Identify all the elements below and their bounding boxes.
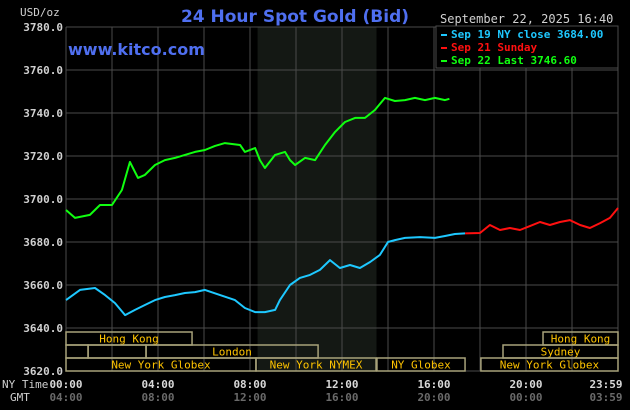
y-axis-label: USD/oz: [20, 6, 60, 19]
y-tick-label: 3700.0: [23, 193, 63, 206]
y-tick-label: 3780.0: [23, 21, 63, 34]
x-tick-ny: 23:59: [589, 378, 622, 391]
y-tick-label: 3680.0: [23, 236, 63, 249]
series-line-2: [65, 96, 450, 219]
series-line-0: [65, 232, 466, 317]
x-tick-gmt: 04:00: [49, 391, 82, 404]
session-label: Sydney: [541, 346, 581, 359]
x-tick-gmt: 00:00: [509, 391, 542, 404]
series-line-1: [465, 207, 619, 235]
y-tick-label: 3720.0: [23, 150, 63, 163]
session-label: Hong Kong: [551, 333, 611, 346]
session-label: New York Globex: [111, 359, 211, 372]
session-box: [480, 357, 619, 372]
y-tick-label: 3740.0: [23, 107, 63, 120]
session-label: NY Globex: [391, 359, 451, 372]
session-label: New York Globex: [500, 359, 600, 372]
y-tick-label: 3640.0: [23, 322, 63, 335]
x-tick-gmt: 16:00: [325, 391, 358, 404]
legend-entry: Sep 21 Sunday: [451, 41, 537, 54]
x-tick-ny: 12:00: [325, 378, 358, 391]
y-tick-label: 3660.0: [23, 279, 63, 292]
x-row-label-gmt: GMT: [10, 391, 30, 404]
y-tick-label: 3760.0: [23, 64, 63, 77]
x-tick-ny: 04:00: [141, 378, 174, 391]
x-tick-gmt: 20:00: [417, 391, 450, 404]
y-tick-label: 3620.0: [23, 365, 63, 378]
x-tick-ny: 08:00: [233, 378, 266, 391]
kitco-watermark: www.kitco.com: [68, 40, 205, 59]
timestamp: September 22, 2025 16:40: [440, 12, 613, 26]
x-tick-ny: 20:00: [509, 378, 542, 391]
x-tick-ny: 16:00: [417, 378, 450, 391]
legend-entry: Sep 19 NY close 3684.00: [451, 28, 603, 41]
x-row-label-ny: NY Time: [2, 378, 48, 391]
session-label: London: [212, 346, 252, 359]
legend-box: [435, 25, 619, 69]
x-tick-gmt: 08:00: [141, 391, 174, 404]
legend-entry: Sep 22 Last 3746.60: [451, 54, 577, 67]
session-label: Hong Kong: [99, 333, 159, 346]
session-box: [255, 357, 377, 372]
chart-title: 24 Hour Spot Gold (Bid): [181, 7, 409, 27]
x-tick-gmt: 12:00: [233, 391, 266, 404]
x-tick-gmt: 03:59: [589, 391, 622, 404]
session-box: [376, 357, 466, 372]
session-label: New York NYMEX: [270, 359, 363, 372]
x-tick-ny: 00:00: [49, 378, 82, 391]
